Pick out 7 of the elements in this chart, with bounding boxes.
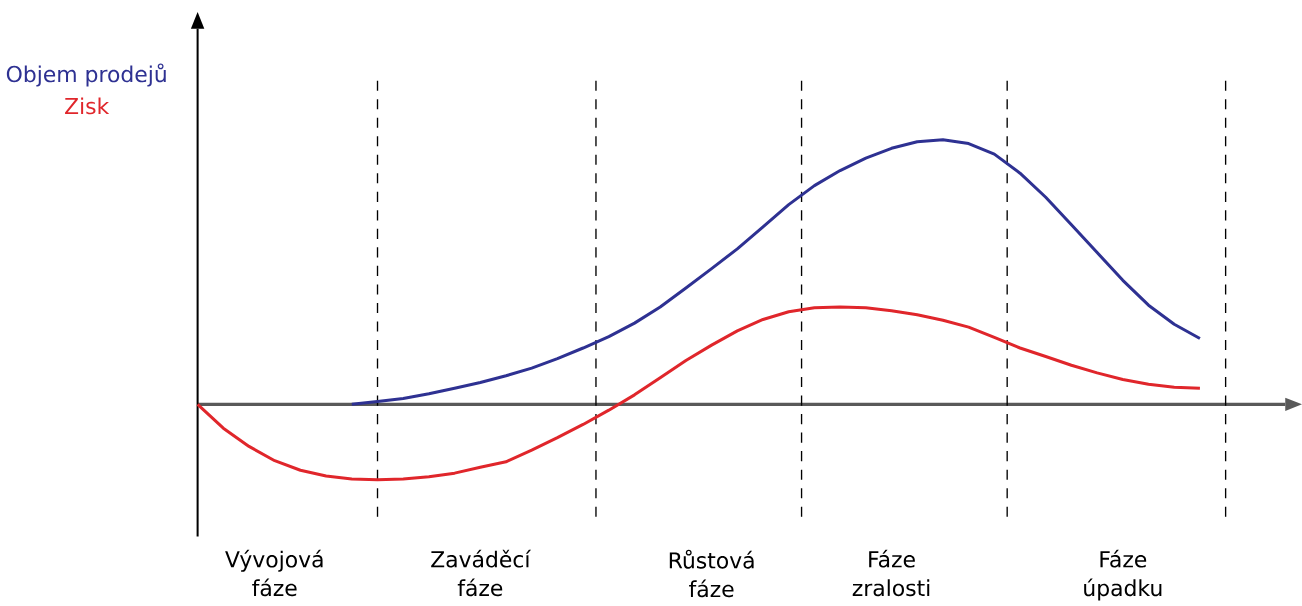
x-tick-label: Růstová fáze <box>669 549 754 598</box>
x-tick-label: Vývojová fáze <box>225 549 323 597</box>
x-tick-label: Zaváděcí fáze <box>431 549 532 597</box>
text: Zisk <box>65 97 110 115</box>
x-tick-label: Fáze zralosti <box>852 549 930 597</box>
text: Objem prodejů <box>6 63 166 87</box>
x-tick-label: Fáze úpadku <box>1084 549 1162 601</box>
